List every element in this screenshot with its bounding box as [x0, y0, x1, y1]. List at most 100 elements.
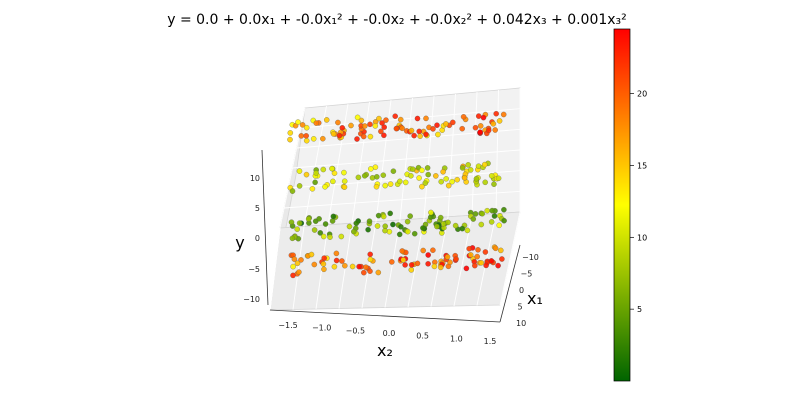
- y-axis-line: [261, 149, 269, 306]
- scatter-point: [361, 269, 367, 276]
- scatter-point: [425, 171, 431, 178]
- scatter-point: [424, 165, 431, 171]
- scatter-point: [472, 262, 478, 269]
- scatter-point: [501, 217, 507, 224]
- y-tick-label: 0: [255, 234, 260, 243]
- scatter-point: [423, 131, 429, 138]
- scatter-point: [400, 257, 407, 263]
- x1-tick-label: −5: [521, 270, 533, 279]
- scatter-point: [402, 262, 408, 268]
- scatter-point: [329, 165, 335, 172]
- grid-line: [315, 224, 329, 310]
- scatter-point: [367, 133, 374, 140]
- scatter-point: [484, 207, 490, 214]
- scatter-point: [333, 250, 340, 257]
- scatter-point: [425, 261, 431, 267]
- scatter-point: [440, 221, 447, 227]
- scatter-point: [464, 227, 471, 234]
- scatter-point: [408, 173, 414, 179]
- scatter-point: [356, 263, 362, 270]
- z-axis-label: y: [235, 233, 244, 252]
- scatter-point: [362, 123, 368, 129]
- scatter-point: [380, 172, 387, 178]
- scatter-point: [408, 262, 415, 268]
- x2-axis-line: [269, 309, 501, 323]
- grid-line: [292, 149, 521, 169]
- scatter-point: [303, 124, 310, 131]
- scatter-point: [479, 210, 486, 217]
- scatter-point: [290, 263, 296, 270]
- grid-line: [292, 226, 305, 310]
- scatter-point: [367, 268, 373, 274]
- colorbar-tick-label: 15: [637, 161, 647, 170]
- x-tick-label: 1.0: [450, 334, 463, 343]
- scatter-point: [374, 174, 380, 180]
- scatter-point: [296, 220, 303, 226]
- scatter-point: [450, 119, 456, 126]
- x-tick-label: 0.5: [416, 332, 429, 341]
- colorbar-gradient: [613, 28, 631, 382]
- colorbar-tick-label: 20: [637, 90, 647, 99]
- scatter-point: [288, 219, 295, 225]
- scatter-point: [298, 257, 304, 263]
- scatter-point: [408, 267, 415, 273]
- scatter-point: [367, 256, 374, 263]
- y-tick-label: −10: [243, 295, 260, 304]
- scatter-point: [416, 175, 422, 181]
- scatter-point: [346, 223, 353, 230]
- scatter-point: [482, 249, 489, 255]
- scatter-point: [291, 256, 298, 262]
- scatter-point: [478, 221, 485, 228]
- scatter-point: [331, 263, 338, 270]
- scatter-point: [437, 264, 444, 271]
- scatter-point: [392, 113, 398, 119]
- scatter-point: [305, 216, 312, 222]
- scatter-point: [298, 133, 305, 139]
- scatter-point: [289, 188, 296, 194]
- scatter-point: [299, 122, 306, 128]
- scatter-point: [430, 126, 436, 132]
- scatter-point: [341, 184, 348, 190]
- tick-labels: −1.5 −1.0 −0.5 0.0 0.5 1.0 1.5 −10 −5 0 5 10 −10 −5 0 5…: [243, 174, 539, 346]
- scatter-point: [313, 170, 319, 176]
- colorbar-tick-label: 10: [637, 233, 647, 242]
- scatter-point: [382, 182, 388, 189]
- scatter-point: [341, 169, 347, 176]
- scatter-point: [390, 168, 397, 174]
- scatter-point: [443, 121, 449, 127]
- scatter-point: [493, 110, 499, 117]
- scatter-point: [303, 137, 310, 144]
- scatter-point: [495, 262, 501, 269]
- scatter-point: [322, 221, 329, 227]
- scatter-point: [480, 114, 487, 121]
- scatter-point: [336, 132, 343, 139]
- scatter-point: [330, 131, 337, 137]
- scatter-point: [496, 222, 502, 229]
- scatter-point: [438, 178, 444, 185]
- scatter-point: [310, 136, 317, 142]
- scatter-point: [488, 173, 495, 179]
- scatter-point: [472, 211, 479, 217]
- scatter-point: [378, 128, 384, 135]
- scatter-point: [408, 127, 415, 134]
- scatter-point: [430, 247, 436, 253]
- scatter-point: [467, 167, 474, 173]
- scatter-point: [414, 115, 421, 122]
- scatter-point: [445, 219, 451, 226]
- scatter-point: [477, 123, 484, 129]
- scatter-point: [387, 181, 394, 187]
- scatter-point: [320, 166, 327, 173]
- colorbar: 5 10 15 20: [613, 28, 647, 382]
- scatter-point: [423, 115, 429, 122]
- scatter-point: [316, 216, 322, 222]
- colorbar-ticks: 5 10 15 20: [630, 90, 647, 314]
- chart-title: y = 0.0 + 0.0x₁ + -0.0x₁² + -0.0x₂ + -0.…: [167, 12, 627, 28]
- scatter-point: [449, 178, 455, 185]
- scatter-point: [289, 235, 296, 242]
- scatter-point: [287, 136, 293, 143]
- grid-line: [499, 211, 521, 306]
- x1-tick-label: 10: [516, 319, 526, 328]
- grid-line: [284, 190, 521, 209]
- scatter-point: [488, 258, 495, 264]
- scatter-point: [398, 224, 404, 230]
